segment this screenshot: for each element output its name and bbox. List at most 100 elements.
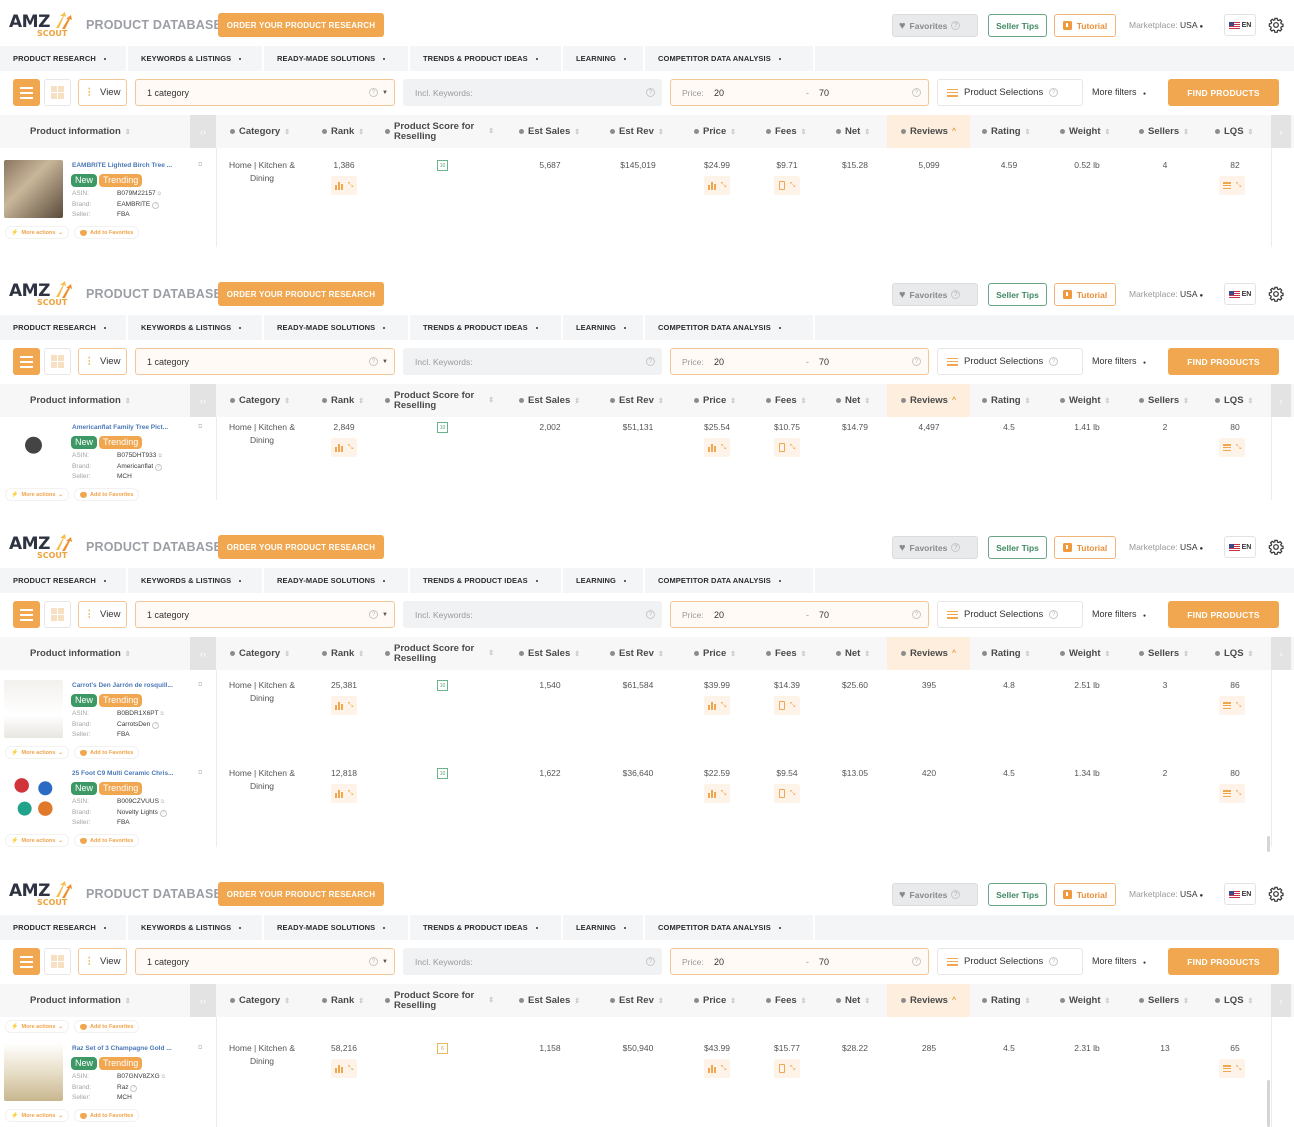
- asin-value[interactable]: B009CZVUUS: [117, 798, 159, 805]
- col-sellers[interactable]: Sellers ⇕: [1139, 384, 1189, 417]
- price-range-input[interactable]: Price: 20-70?: [670, 601, 929, 628]
- amzscout-logo[interactable]: AMZ SCOUT: [9, 12, 75, 40]
- help-icon[interactable]: ?: [369, 610, 379, 619]
- amzscout-logo[interactable]: AMZ SCOUT: [9, 534, 75, 562]
- copy-icon[interactable]: ⧉: [198, 162, 203, 168]
- col-weight[interactable]: Weight ⇕: [1060, 984, 1110, 1017]
- col-rating[interactable]: Rating ⇕: [982, 384, 1030, 417]
- tutorial-button[interactable]: Tutorial: [1054, 283, 1116, 306]
- scroll-right-button[interactable]: ›: [1271, 384, 1291, 417]
- asin-value[interactable]: B07GNV8ZXG: [117, 1073, 160, 1080]
- sort-icon[interactable]: ⇕: [1183, 397, 1190, 405]
- col-product-info[interactable]: Product information ⇕: [30, 648, 131, 659]
- sort-icon[interactable]: ⇕: [358, 650, 365, 658]
- help-icon[interactable]: ?: [646, 88, 655, 97]
- more-actions-button[interactable]: ⚡ More actions ⌄: [5, 834, 70, 847]
- more-actions-button[interactable]: ⚡ More actions ⌄: [5, 226, 70, 239]
- eye-icon[interactable]: [900, 651, 906, 656]
- col-lqs[interactable]: LQS ⇕: [1215, 637, 1253, 670]
- sort-icon[interactable]: ⇕: [488, 649, 495, 657]
- col-rating[interactable]: Rating ⇕: [982, 637, 1030, 670]
- sort-icon[interactable]: ⇕: [730, 397, 737, 405]
- sort-icon[interactable]: ⇕: [730, 650, 737, 658]
- eye-icon[interactable]: [836, 651, 841, 656]
- eye-icon[interactable]: [385, 129, 390, 134]
- copy-icon[interactable]: ⧉: [198, 424, 203, 430]
- help-icon[interactable]: ?: [1049, 88, 1059, 97]
- keywords-input[interactable]: Incl. Keywords:?: [403, 601, 662, 628]
- col-product-info[interactable]: Product information ⇕: [30, 395, 131, 406]
- help-icon[interactable]: ?: [369, 88, 379, 97]
- col-fees[interactable]: Fees ⇕: [766, 637, 807, 670]
- eye-icon[interactable]: [1060, 398, 1065, 403]
- sort-icon[interactable]: ⇕: [730, 997, 737, 1005]
- col-lqs[interactable]: LQS ⇕: [1215, 984, 1253, 1017]
- sort-icon[interactable]: ⇕: [864, 397, 871, 405]
- lqs-details-button[interactable]: ⤡: [1219, 176, 1245, 195]
- col-weight[interactable]: Weight ⇕: [1060, 384, 1110, 417]
- col-weight[interactable]: Weight ⇕: [1060, 115, 1110, 148]
- list-view-toggle[interactable]: [13, 79, 40, 106]
- asin-value[interactable]: B0BDR1X6PT: [117, 710, 159, 717]
- category-select[interactable]: 1 category? ▼: [135, 948, 395, 975]
- sort-icon[interactable]: ⇕: [800, 397, 807, 405]
- category-select[interactable]: 1 category? ▼: [135, 79, 395, 106]
- sort-icon[interactable]: ⇕: [1024, 650, 1031, 658]
- gear-icon[interactable]: [1268, 539, 1284, 555]
- col-est-sales[interactable]: Est Sales ⇕: [519, 384, 580, 417]
- nav-item[interactable]: READY-MADE SOLUTIONS: [264, 915, 410, 940]
- gear-icon[interactable]: [1268, 17, 1284, 33]
- eye-icon[interactable]: [322, 398, 327, 403]
- add-to-favorites-button[interactable]: Add to Favorites: [74, 746, 140, 759]
- sort-icon[interactable]: ⇕: [1183, 128, 1190, 136]
- category-select[interactable]: 1 category? ▼: [135, 601, 395, 628]
- col-product-info[interactable]: Product information ⇕: [30, 995, 131, 1006]
- sort-icon[interactable]: ⇕: [284, 128, 291, 136]
- nav-item[interactable]: LEARNING: [563, 46, 645, 71]
- eye-icon[interactable]: [836, 129, 841, 134]
- marketplace-selector[interactable]: Marketplace: USA ●: [1129, 289, 1204, 299]
- scroll-right-button[interactable]: ›: [1271, 984, 1291, 1017]
- view-menu-button[interactable]: ⋮ View: [78, 79, 127, 106]
- sort-icon[interactable]: ⇕: [864, 128, 871, 136]
- col-reviews[interactable]: Reviews ^: [887, 984, 970, 1017]
- eye-icon[interactable]: [1060, 998, 1065, 1003]
- eye-icon[interactable]: [1139, 129, 1144, 134]
- product-image[interactable]: [4, 768, 63, 826]
- grid-view-toggle[interactable]: [44, 79, 71, 106]
- sort-icon[interactable]: ⇕: [657, 397, 664, 405]
- fees-calculator-button[interactable]: ⤡: [774, 696, 800, 715]
- col-net[interactable]: Net ⇕: [836, 637, 870, 670]
- col-product-info[interactable]: Product information ⇕: [30, 126, 131, 137]
- price-min-field[interactable]: 20: [714, 610, 725, 620]
- price-history-button[interactable]: ⤡: [704, 1059, 730, 1078]
- tutorial-button[interactable]: Tutorial: [1054, 14, 1116, 37]
- fees-calculator-button[interactable]: ⤡: [774, 784, 800, 803]
- lqs-details-button[interactable]: ⤡: [1219, 1059, 1245, 1078]
- category-select[interactable]: 1 category? ▼: [135, 348, 395, 375]
- eye-icon[interactable]: [982, 998, 987, 1003]
- seller-tips-button[interactable]: Seller Tips: [988, 536, 1047, 559]
- eye-icon[interactable]: [610, 398, 615, 403]
- col-fees[interactable]: Fees ⇕: [766, 384, 807, 417]
- copy-icon[interactable]: ⧉: [161, 1074, 166, 1080]
- help-icon[interactable]: ?: [951, 890, 961, 899]
- amzscout-logo[interactable]: AMZ SCOUT: [9, 881, 75, 909]
- eye-icon[interactable]: [766, 129, 771, 134]
- nav-item[interactable]: COMPETITOR DATA ANALYSIS: [645, 46, 815, 71]
- more-filters-button[interactable]: More filters ●: [1092, 356, 1147, 366]
- help-icon[interactable]: ?: [369, 357, 379, 366]
- help-icon[interactable]: ?: [152, 201, 160, 209]
- sort-icon[interactable]: ⇕: [1024, 128, 1031, 136]
- eye-icon[interactable]: [385, 398, 390, 403]
- sort-icon[interactable]: ⇕: [284, 997, 291, 1005]
- col-lqs[interactable]: LQS ⇕: [1215, 384, 1253, 417]
- col-lqs[interactable]: LQS ⇕: [1215, 115, 1253, 148]
- price-min-field[interactable]: 20: [714, 957, 725, 967]
- eye-icon[interactable]: [1215, 651, 1220, 656]
- tutorial-button[interactable]: Tutorial: [1054, 883, 1116, 906]
- sort-icon[interactable]: ⇕: [1024, 397, 1031, 405]
- copy-icon[interactable]: ⧉: [198, 682, 203, 688]
- eye-icon[interactable]: [385, 651, 390, 656]
- col-category[interactable]: Category ⇕: [230, 384, 290, 417]
